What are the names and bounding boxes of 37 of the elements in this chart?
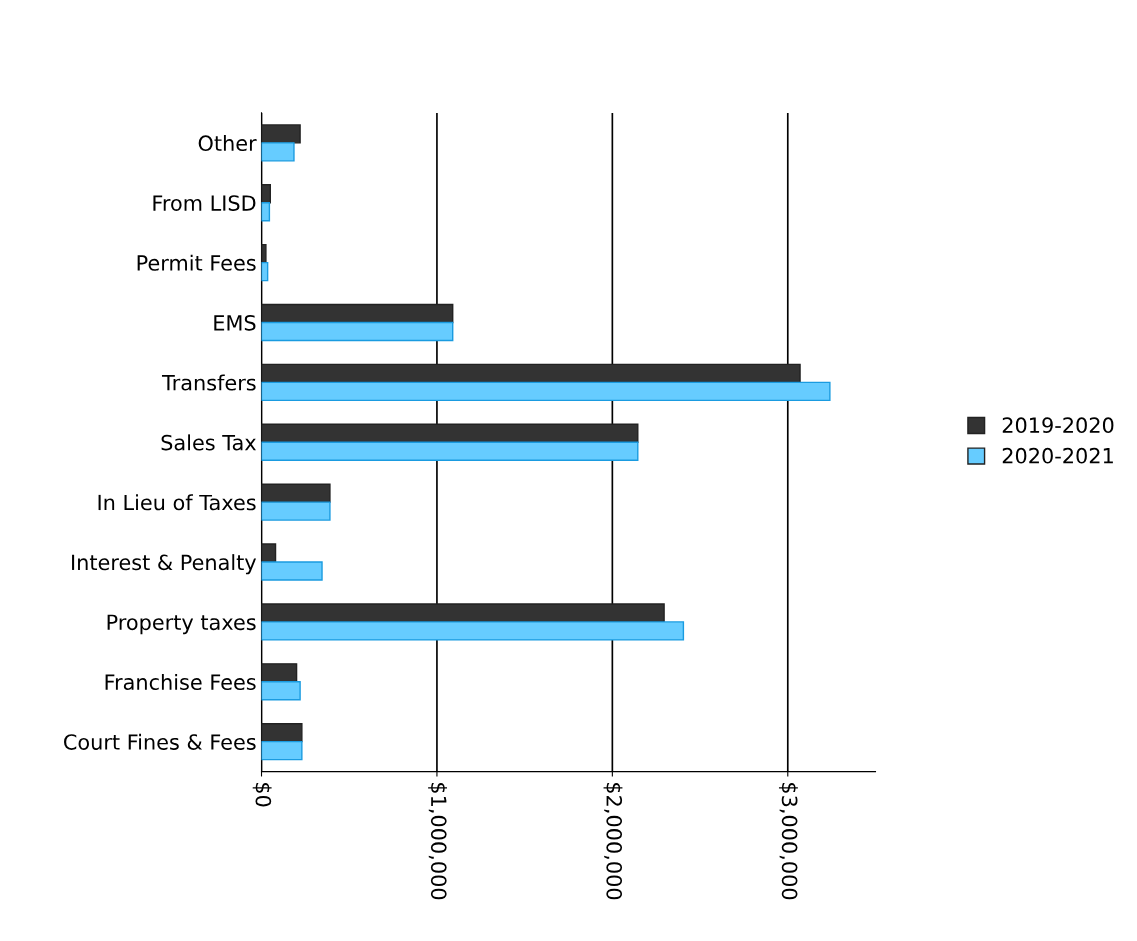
bar [261,243,267,264]
bar [261,423,639,443]
bar [261,321,454,342]
bar [261,561,323,581]
y-tick-label: Permit Fees [137,254,256,271]
y-tick-label: Property taxes [107,614,256,635]
y-tick-label: Sales Tax [161,434,256,451]
bar [261,381,831,402]
bar [261,663,298,683]
legend-label: 2019-2020 [1002,417,1114,434]
bar [261,603,665,623]
bar [261,124,301,144]
bar [261,621,685,641]
bar [261,303,454,324]
x-tick-label: $3,000,000 [778,783,798,900]
bar [261,740,303,761]
y-tick-label: Transfers [161,374,256,391]
y-tick-label: Other [198,134,257,152]
x-tick-label: $1,000,000 [428,783,448,900]
y-tick-label: Franchise Fees [105,673,256,691]
y-tick-label: From LISD [153,195,256,211]
x-tick-label: $2,000,000 [603,783,623,900]
bar [261,142,295,162]
bar [261,501,331,521]
bar [261,483,331,503]
bar [261,681,301,701]
y-tick-label: EMS [214,314,256,331]
bar [261,441,639,461]
bar [261,363,801,384]
bar [261,723,303,743]
bar [261,202,271,222]
y-tick-label: In Lieu of Taxes [98,494,256,511]
y-tick-label: Interest & Penalty [72,554,257,575]
y-tick-label: Court Fines & Fees [64,733,256,750]
bar [261,184,271,204]
legend-label: 2020-2021 [1002,447,1113,464]
x-tick-label: $0 [252,783,272,807]
